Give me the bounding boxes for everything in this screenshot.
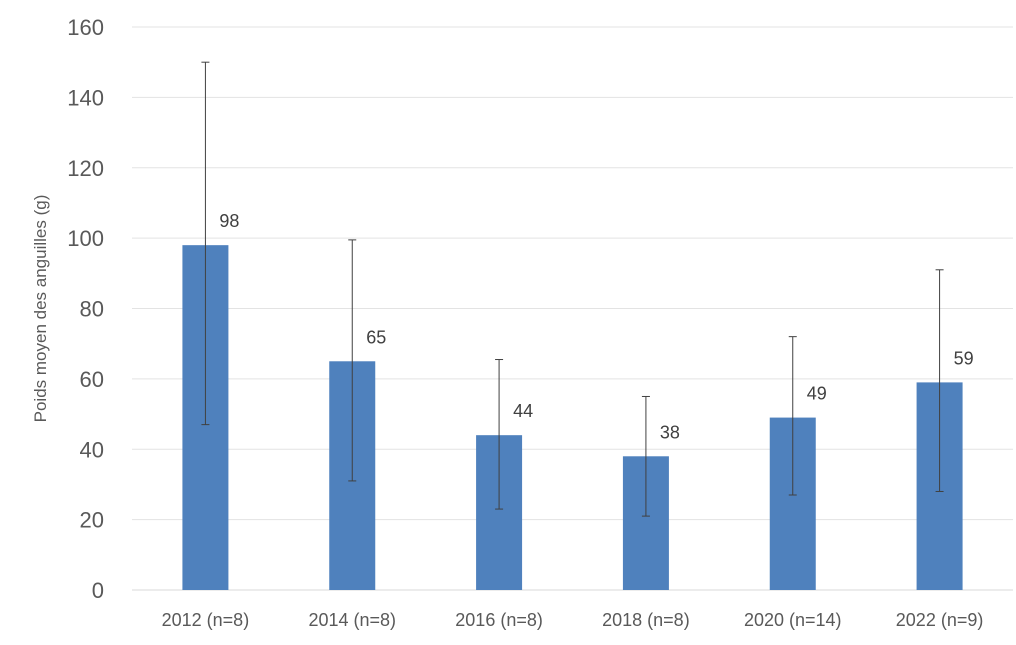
x-tick-label: 2020 (n=14) <box>744 610 842 630</box>
y-axis-label: Poids moyen des anguilles (g) <box>31 195 50 423</box>
y-axis: 0 20 40 60 80 100 120 140 160 <box>67 15 104 603</box>
data-label: 49 <box>807 384 827 404</box>
data-label: 98 <box>219 211 239 231</box>
x-tick-label: 2018 (n=8) <box>602 610 690 630</box>
data-label: 59 <box>954 348 974 368</box>
x-tick-label: 2012 (n=8) <box>162 610 250 630</box>
x-axis: 2012 (n=8) 2014 (n=8) 2016 (n=8) 2018 (n=8)… <box>162 610 984 630</box>
error-bar <box>348 239 357 482</box>
error-bar <box>788 336 797 496</box>
error-bar <box>935 269 944 492</box>
data-label: 38 <box>660 422 680 442</box>
data-labels: 98 65 44 38 49 59 <box>219 211 973 442</box>
y-tick-label: 0 <box>92 578 104 603</box>
y-tick-label: 140 <box>67 85 104 110</box>
y-tick-label: 100 <box>67 226 104 251</box>
error-bar <box>495 359 504 510</box>
data-label: 65 <box>366 327 386 347</box>
gridlines <box>132 26 1013 591</box>
bars <box>182 245 963 590</box>
y-tick-label: 40 <box>80 437 104 462</box>
y-tick-label: 80 <box>80 297 104 322</box>
data-label: 44 <box>513 401 533 421</box>
y-tick-label: 160 <box>67 15 104 40</box>
error-bar <box>201 61 210 426</box>
error-bar <box>641 395 650 517</box>
error-bars <box>201 61 944 517</box>
y-tick-label: 20 <box>80 508 104 533</box>
y-tick-label: 60 <box>80 367 104 392</box>
x-tick-label: 2022 (n=9) <box>896 610 984 630</box>
y-tick-label: 120 <box>67 156 104 181</box>
x-tick-label: 2016 (n=8) <box>455 610 543 630</box>
x-tick-label: 2014 (n=8) <box>308 610 396 630</box>
